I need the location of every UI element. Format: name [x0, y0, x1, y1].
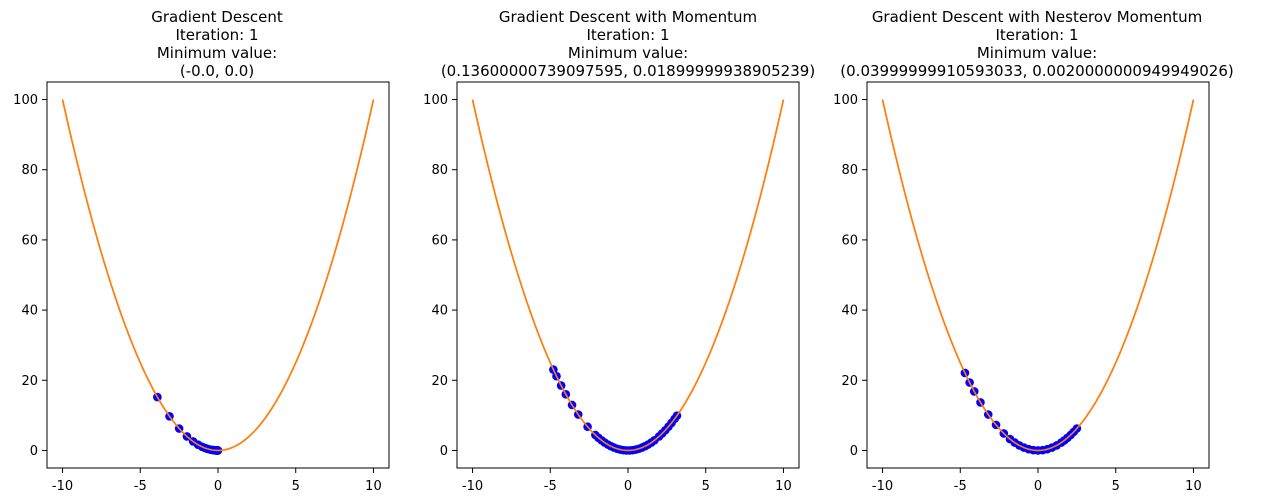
y-tick-label: 20 [841, 374, 858, 389]
y-tick-label: 100 [13, 93, 38, 108]
y-tick-label: 60 [21, 233, 38, 248]
title-line-4: (0.03999999910593033, 0.0020000000949949… [840, 62, 1234, 80]
y-tick-label: 60 [841, 233, 858, 248]
y-tick-label: 40 [21, 304, 38, 319]
y-tick-label: 40 [841, 304, 858, 319]
x-tick-label: 0 [1034, 479, 1042, 494]
y-tick-label: 0 [30, 444, 38, 459]
x-tick-label: 0 [624, 479, 632, 494]
y-tick-label: 20 [21, 374, 38, 389]
curve-line-overlay [471, 99, 785, 452]
chart-title: Gradient Descent with Momentum Iteration… [428, 8, 828, 80]
y-tick-label: 0 [440, 444, 448, 459]
x-tick-label: -10 [52, 479, 73, 494]
axes-frame [456, 81, 800, 469]
x-tick-label: 5 [292, 479, 300, 494]
curve-line-overlay [61, 99, 375, 452]
title-line-2: Iteration: 1 [995, 26, 1079, 44]
axes-frame [866, 81, 1210, 469]
x-tick-label: 5 [1112, 479, 1120, 494]
x-tick-label: 10 [365, 479, 382, 494]
title-line-2: Iteration: 1 [175, 26, 259, 44]
title-line-4: (0.13600000739097595, 0.0189999993890523… [440, 62, 816, 80]
axes-frame [46, 81, 390, 469]
chart-title: Gradient Descent with Nesterov Momentum … [837, 8, 1237, 80]
y-tick-label: 80 [21, 163, 38, 178]
title-line-3: Minimum value: [567, 44, 689, 62]
curve-line [881, 99, 1195, 452]
y-tick-label: 0 [850, 444, 858, 459]
x-tick-label: 10 [1185, 479, 1202, 494]
y-tick-label: 60 [431, 233, 448, 248]
title-line-3: Minimum value: [976, 44, 1098, 62]
x-tick-label: -5 [134, 479, 147, 494]
curve-line-overlay [881, 99, 1195, 452]
y-tick-label: 80 [431, 163, 448, 178]
title-line-3: Minimum value: [156, 44, 278, 62]
x-tick-label: 5 [702, 479, 710, 494]
title-line-1: Gradient Descent with Momentum [498, 8, 758, 26]
title-line-2: Iteration: 1 [586, 26, 670, 44]
title-line-4: (-0.0, 0.0) [179, 62, 255, 80]
curve-line [471, 99, 785, 452]
y-tick-label: 40 [431, 304, 448, 319]
y-tick-label: 100 [833, 93, 858, 108]
x-tick-label: 10 [775, 479, 792, 494]
x-tick-label: -5 [954, 479, 967, 494]
y-tick-label: 100 [423, 93, 448, 108]
x-tick-label: -10 [462, 479, 483, 494]
curve-line [61, 99, 375, 452]
title-line-1: Gradient Descent with Nesterov Momentum [871, 8, 1203, 26]
y-tick-label: 80 [841, 163, 858, 178]
y-tick-label: 20 [431, 374, 448, 389]
chart-title: Gradient Descent Iteration: 1 Minimum va… [17, 8, 417, 80]
x-tick-label: -5 [544, 479, 557, 494]
title-line-1: Gradient Descent [151, 8, 283, 26]
x-tick-label: 0 [214, 479, 222, 494]
x-tick-label: -10 [872, 479, 893, 494]
